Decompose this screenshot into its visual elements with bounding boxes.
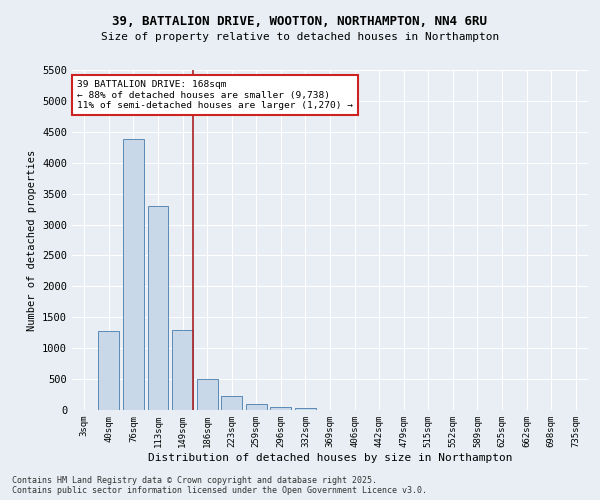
Bar — [246, 404, 267, 410]
X-axis label: Distribution of detached houses by size in Northampton: Distribution of detached houses by size … — [148, 452, 512, 462]
Bar — [123, 139, 144, 410]
Bar — [221, 396, 242, 410]
Bar — [98, 332, 119, 410]
Text: 39 BATTALION DRIVE: 168sqm
← 88% of detached houses are smaller (9,738)
11% of s: 39 BATTALION DRIVE: 168sqm ← 88% of deta… — [77, 80, 353, 110]
Bar — [295, 408, 316, 410]
Text: Size of property relative to detached houses in Northampton: Size of property relative to detached ho… — [101, 32, 499, 42]
Text: Contains HM Land Registry data © Crown copyright and database right 2025.
Contai: Contains HM Land Registry data © Crown c… — [12, 476, 427, 495]
Text: 39, BATTALION DRIVE, WOOTTON, NORTHAMPTON, NN4 6RU: 39, BATTALION DRIVE, WOOTTON, NORTHAMPTO… — [113, 15, 487, 28]
Y-axis label: Number of detached properties: Number of detached properties — [26, 150, 37, 330]
Bar — [148, 206, 169, 410]
Bar — [271, 406, 292, 410]
Bar — [172, 330, 193, 410]
Bar — [197, 379, 218, 410]
